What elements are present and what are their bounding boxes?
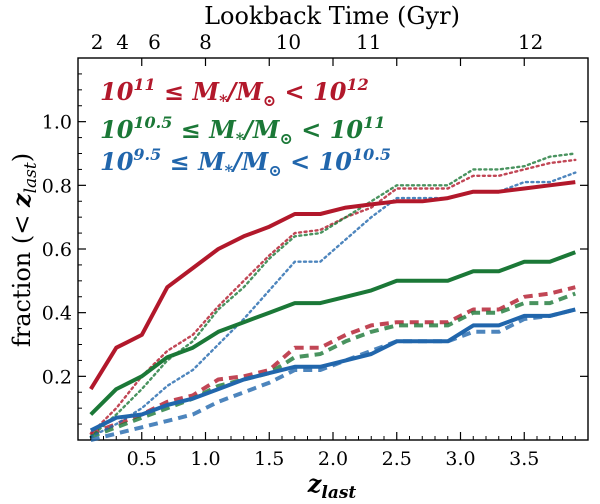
legend-text-part: 10 <box>100 115 134 144</box>
legend-text-part: 10 <box>100 147 134 176</box>
y-axis-title-main: fraction (< <box>8 207 36 347</box>
legend-text-part: 10.5 <box>133 113 172 132</box>
top-axis-title: Lookback Time (Gyr) <box>204 2 460 30</box>
series-layer <box>89 152 577 442</box>
legend-text-part: * <box>225 161 234 180</box>
legend-text-part: 10 <box>330 115 364 144</box>
x-tick-label: 0.5 <box>127 448 157 470</box>
top-tick-label: 8 <box>199 30 212 54</box>
top-tick-label: 10 <box>276 30 301 54</box>
x-tick-label: 2.5 <box>382 448 412 470</box>
legend-text-part: ≤ <box>156 77 193 106</box>
legend-text-part: / <box>231 147 244 176</box>
x-axis-ticks: 0.5 1.0 1.5 2.0 2.5 3.0 3.5 <box>90 58 576 470</box>
legend-text-part: 12 <box>346 75 368 94</box>
legend-text-part: ≤ <box>172 115 209 144</box>
y-tick-label: 0.6 <box>42 239 72 261</box>
series-line-4 <box>89 152 577 438</box>
x-tick-label: 3.5 <box>509 448 539 470</box>
legend-text-part: 10 <box>319 147 353 176</box>
y-tick-label: 0.2 <box>42 366 72 388</box>
series-line-6 <box>89 307 576 433</box>
legend-text-part: * <box>236 129 245 148</box>
legend-text-part: 11 <box>133 75 155 94</box>
x-tick-label: 1.5 <box>254 448 284 470</box>
y-axis-title: fraction (< zlast) <box>7 153 41 347</box>
series-line-0 <box>89 180 576 391</box>
x-axis-title-main: z <box>307 469 323 498</box>
top-tick-label: 12 <box>518 30 543 54</box>
top-tick-label: 2 <box>91 30 104 54</box>
legend-text-part: M <box>241 147 270 176</box>
legend-text-part: ⊙ <box>268 161 281 180</box>
legend-text-part: * <box>219 91 228 110</box>
y-axis-title-z: z <box>7 192 36 208</box>
x-tick-label: 3.0 <box>445 448 475 470</box>
top-tick-label: 11 <box>356 30 381 54</box>
series-line-3 <box>89 250 576 416</box>
x-axis-title: zlast <box>307 469 357 500</box>
plot-area: 0.5 1.0 1.5 2.0 2.5 3.0 3.5 0.2 0.4 0.6 0.8 1.0 <box>42 57 589 470</box>
y-axis-title-close: ) <box>8 153 36 162</box>
y-axis-ticks: 0.2 0.4 0.6 0.8 1.0 <box>42 73 588 425</box>
legend-text-part: 9.5 <box>133 145 161 164</box>
legend-text-part: < <box>293 115 330 144</box>
legend-text-part: ⊙ <box>280 129 293 148</box>
x-axis-title-sub: last <box>321 483 356 500</box>
legend-text-part: < <box>282 147 319 176</box>
legend-entry-2: 109.5 ≤ M*/M⊙ < 1010.5 <box>100 145 391 180</box>
series-line-5 <box>90 291 576 439</box>
x-tick-label: 2.0 <box>318 448 348 470</box>
legend-text-part: / <box>242 115 255 144</box>
y-tick-label: 1.0 <box>42 112 72 134</box>
series-line-1 <box>89 158 577 435</box>
y-axis-title-sub: last <box>21 162 41 193</box>
top-tick-label: 4 <box>116 30 129 54</box>
x-tick-label: 1.0 <box>190 448 220 470</box>
legend-text-part: 10 <box>100 77 134 106</box>
y-tick-label: 0.4 <box>42 303 72 325</box>
legend-text-part: 11 <box>363 113 385 132</box>
legend-text-part: < <box>276 77 313 106</box>
top-tick-label: 6 <box>148 30 161 54</box>
legend-text-part: M <box>235 77 264 106</box>
legend-text-part: ⊙ <box>263 91 276 110</box>
legend-text-part: ≤ <box>161 147 198 176</box>
legend-text-part: / <box>225 77 238 106</box>
legend-text-part: M <box>208 115 237 144</box>
top-axis-ticks: 2 4 6 8 10 11 12 <box>91 30 543 58</box>
legend-text-part: M <box>252 115 281 144</box>
legend-entry-1: 1010.5 ≤ M*/M⊙ < 1011 <box>100 113 385 148</box>
y-tick-label: 0.8 <box>42 175 72 197</box>
legend-text-part: 10.5 <box>352 145 391 164</box>
legend-text-part: M <box>192 77 221 106</box>
legend-text-part: 10 <box>313 77 347 106</box>
legend-text-part: M <box>197 147 226 176</box>
legend-entry-0: 1011 ≤ M*/M⊙ < 1012 <box>100 75 369 110</box>
